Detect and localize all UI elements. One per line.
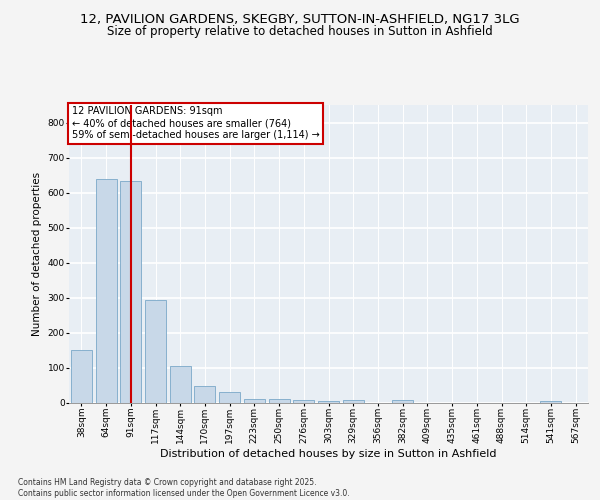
Bar [145,300,166,402]
Bar [120,181,141,402]
Bar [269,398,290,402]
Bar [318,401,339,402]
Bar [392,400,413,402]
X-axis label: Distribution of detached houses by size in Sutton in Ashfield: Distribution of detached houses by size … [160,448,497,458]
Bar [219,392,240,402]
Bar [293,400,314,402]
Bar [343,400,364,402]
Text: 12, PAVILION GARDENS, SKEGBY, SUTTON-IN-ASHFIELD, NG17 3LG: 12, PAVILION GARDENS, SKEGBY, SUTTON-IN-… [80,12,520,26]
Bar [95,179,116,402]
Bar [194,386,215,402]
Text: Contains HM Land Registry data © Crown copyright and database right 2025.
Contai: Contains HM Land Registry data © Crown c… [18,478,350,498]
Bar [71,350,92,403]
Text: Size of property relative to detached houses in Sutton in Ashfield: Size of property relative to detached ho… [107,25,493,38]
Bar [541,401,562,402]
Text: 12 PAVILION GARDENS: 91sqm
← 40% of detached houses are smaller (764)
59% of sem: 12 PAVILION GARDENS: 91sqm ← 40% of deta… [71,106,319,140]
Bar [170,366,191,403]
Y-axis label: Number of detached properties: Number of detached properties [32,172,42,336]
Bar [244,398,265,402]
